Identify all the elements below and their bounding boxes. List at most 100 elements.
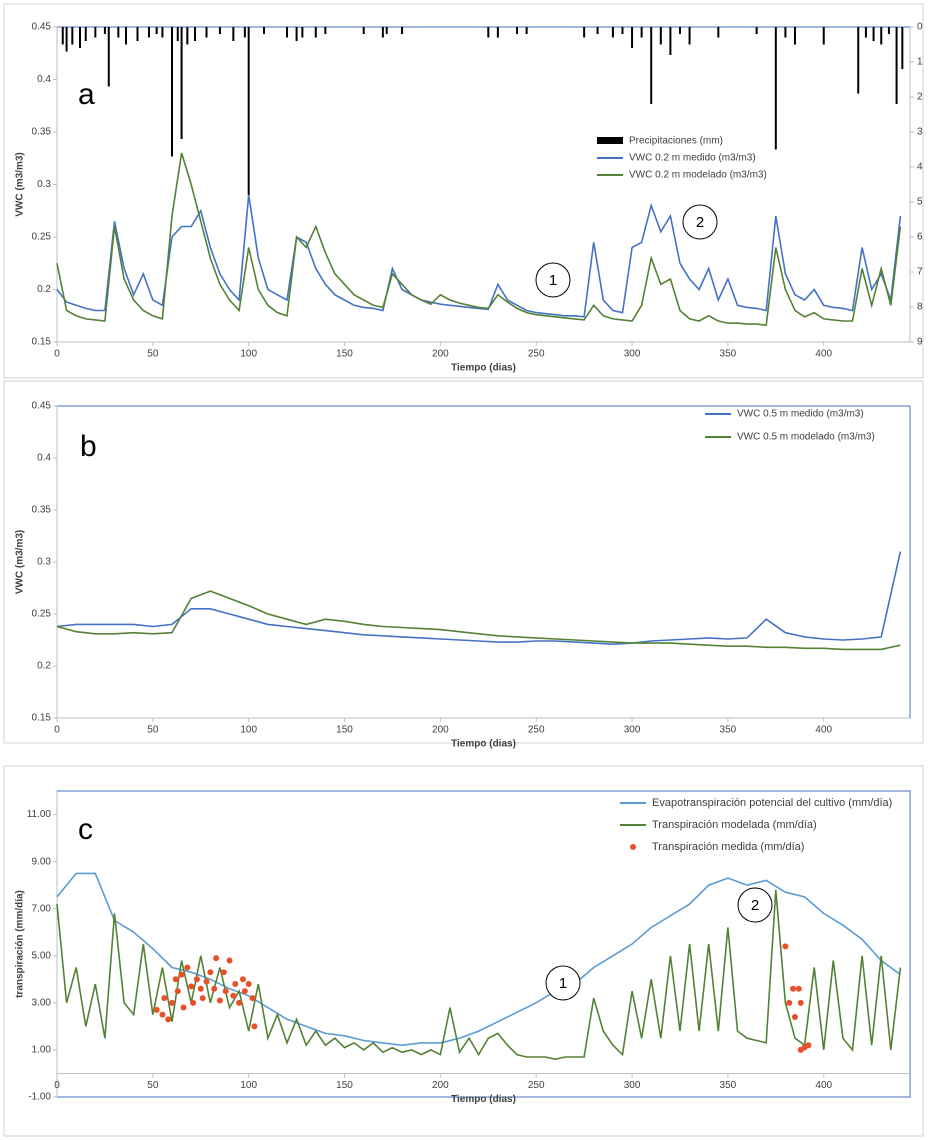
precip-bar xyxy=(611,27,614,38)
precip-bar xyxy=(107,27,110,87)
precip-bar xyxy=(125,27,128,45)
scatter-point xyxy=(230,992,237,999)
precip-bar xyxy=(84,27,87,41)
scatter-point xyxy=(226,957,233,964)
legend-label: VWC 0.2 m medido (m3/m3) xyxy=(629,153,756,164)
scatter-point xyxy=(232,981,239,988)
y-tick-label: 1.00 xyxy=(32,1045,52,1056)
legend-label: Evapotranspiración potencial del cultivo… xyxy=(652,797,892,809)
annotation: 1 xyxy=(549,272,557,289)
precip-bar xyxy=(79,27,82,48)
x-tick-label: 300 xyxy=(624,1080,641,1091)
precip-bar xyxy=(596,27,599,34)
precip-bar xyxy=(525,27,528,34)
x-tick-label: 200 xyxy=(432,1080,449,1091)
precip-bar xyxy=(864,27,867,38)
plot-border xyxy=(56,405,911,719)
x-tick-label: 0 xyxy=(54,725,60,736)
x-tick-label: 150 xyxy=(336,1080,353,1091)
x-tick-label: 400 xyxy=(815,349,832,360)
x-tick-label: 400 xyxy=(815,1080,832,1091)
precip-bar xyxy=(887,27,890,34)
y-tick-label: 0.15 xyxy=(32,713,52,724)
precip-bar xyxy=(186,27,189,45)
precip-bar xyxy=(793,27,796,45)
precip-bar xyxy=(487,27,490,38)
scatter-point xyxy=(782,943,789,950)
x-axis-title: Tiempo (dias) xyxy=(451,739,516,750)
precip-bar xyxy=(286,27,289,38)
x-axis-title: Tiempo (dias) xyxy=(451,1094,516,1105)
y-tick-label: 3.00 xyxy=(32,997,52,1008)
y-tick-label: 7.00 xyxy=(32,903,52,914)
scatter-point xyxy=(172,976,179,983)
precip-bar xyxy=(621,27,624,34)
precip-bar xyxy=(314,27,317,38)
y-tick-label: 11.00 xyxy=(27,809,52,820)
panel: -1.00 1.00 3.00 5.00 7.00 9.00 11.00 0 50 100 150 2… xyxy=(3,765,924,1137)
y-tick-label: 0.2 xyxy=(37,661,51,672)
x-tick-label: 100 xyxy=(240,349,257,360)
scatter-point xyxy=(216,997,223,1004)
x-tick-label: 200 xyxy=(432,725,449,736)
precip-bar xyxy=(103,27,106,34)
precip-bar xyxy=(583,27,586,38)
scatter-point xyxy=(222,988,229,995)
precip-bar xyxy=(180,27,183,139)
scatter-point xyxy=(174,988,181,995)
scatter-point xyxy=(184,964,191,971)
x-tick-label: 50 xyxy=(147,725,159,736)
x-tick-label: 300 xyxy=(624,349,641,360)
precip-bar xyxy=(148,27,151,38)
precip-bar xyxy=(755,27,758,34)
scatter-point xyxy=(178,971,185,978)
scatter-point xyxy=(241,988,248,995)
x-tick-label: 0 xyxy=(54,1080,60,1091)
precip-bar xyxy=(650,27,653,104)
scatter-point xyxy=(159,1011,166,1018)
precip-bar xyxy=(362,27,365,34)
precip-bar xyxy=(171,27,174,157)
precip-bar xyxy=(516,27,519,34)
precip-bar xyxy=(263,27,266,34)
series-line xyxy=(56,551,902,646)
y-tick-label: 9.00 xyxy=(32,856,52,867)
legend-label: VWC 0.2 m modelado (m3/m3) xyxy=(629,170,767,181)
series-line xyxy=(56,152,902,327)
precip-bar xyxy=(218,27,221,34)
y2-tick-label: 2 xyxy=(917,92,923,103)
scatter-point xyxy=(251,1023,258,1030)
precip-bar xyxy=(659,27,662,45)
annotation: 2 xyxy=(751,897,759,914)
precip-bar xyxy=(176,27,179,41)
series-line xyxy=(56,590,901,651)
x-tick-label: 250 xyxy=(528,349,545,360)
y2-tick-label: 5 xyxy=(917,197,923,208)
y-tick-label: 0.3 xyxy=(37,557,51,568)
scatter-point xyxy=(161,995,168,1002)
x-tick-label: 300 xyxy=(624,725,641,736)
panel-frame xyxy=(3,765,924,1137)
precip-bar xyxy=(401,27,404,34)
annotation-circle xyxy=(545,965,581,1001)
y-axis-title: transpiración (mm/día) xyxy=(15,890,26,998)
y-tick-label: 0.3 xyxy=(37,179,51,190)
x-tick-label: 100 xyxy=(240,1080,257,1091)
y2-tick-label: 8 xyxy=(917,302,923,313)
annotation: 2 xyxy=(696,214,704,231)
precip-bar xyxy=(61,27,64,45)
panel-frame xyxy=(3,380,924,744)
x-tick-label: 200 xyxy=(432,349,449,360)
annotation: a xyxy=(78,78,95,111)
y2-tick-label: 6 xyxy=(917,232,923,243)
x-tick-label: 100 xyxy=(240,725,257,736)
y-axis-title: VWC (m3/m3) xyxy=(15,530,26,594)
legend-label: Transpiración modelada (mm/día) xyxy=(652,819,817,831)
precip-bar xyxy=(640,27,643,38)
precip-bar xyxy=(301,27,304,38)
scatter-point xyxy=(188,983,195,990)
precip-bar xyxy=(295,27,298,41)
scatter-point xyxy=(193,976,200,983)
